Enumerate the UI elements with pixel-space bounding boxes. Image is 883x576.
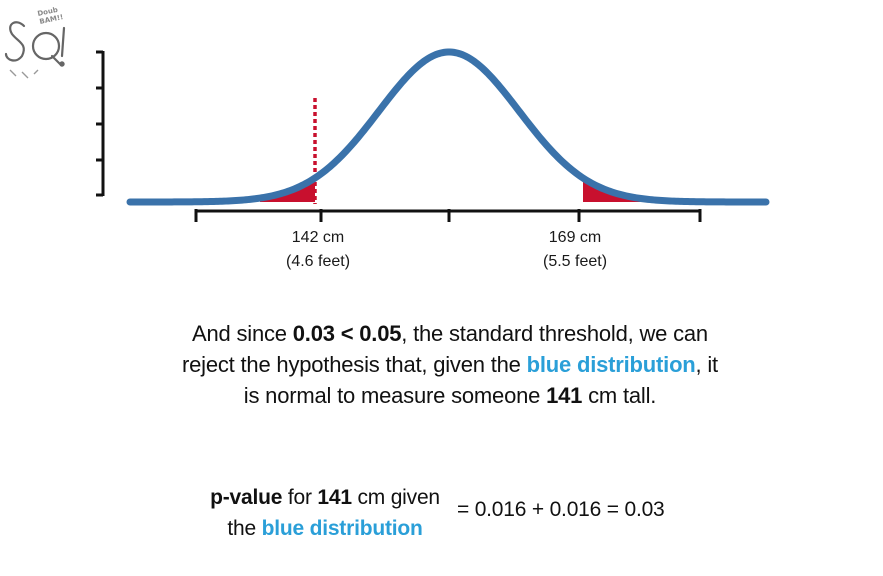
tick-label-169: 169 cm (5.5 feet) [505,226,645,274]
y-axis [96,50,105,197]
pvalue-term: p-value [210,486,283,509]
x-axis [194,209,702,222]
blue-distribution-curve [126,48,770,206]
pvalue-height: 141 [317,486,352,509]
pvalue-label: p-value for 141 cm given the blue distri… [190,482,460,544]
tick-label-feet: (5.5 feet) [542,253,608,270]
height-value: 141 [546,383,583,408]
statquest-logo-icon: Doub BAM!! [4,6,66,79]
pvalue-text: cm given [351,486,440,509]
explanation-part: , it is normal to measure someone [243,352,718,408]
explanation-part: And since [192,321,293,346]
pvalue-equation: = 0.016 + 0.016 = 0.03 [457,498,665,521]
tick-label-feet: (4.6 feet) [285,253,351,270]
normal-distribution-figure [96,48,770,222]
comparison-text: 0.03 < 0.05 [292,321,402,346]
blue-distribution-text: blue distribution [526,352,696,377]
explanation-text: And since 0.03 < 0.05, the standard thre… [180,318,720,411]
explanation-part: , the standard threshold, we can reject … [182,321,708,377]
explanation-part: cm tall. [582,383,657,408]
tick-label-142: 142 cm (4.6 feet) [248,226,388,274]
tick-label-cm: 169 cm [548,229,602,246]
pvalue-blue-distribution: blue distribution [261,517,423,540]
pvalue-text: for [282,486,318,509]
tick-label-cm: 142 cm [291,229,345,246]
pvalue-text: the [227,517,262,540]
